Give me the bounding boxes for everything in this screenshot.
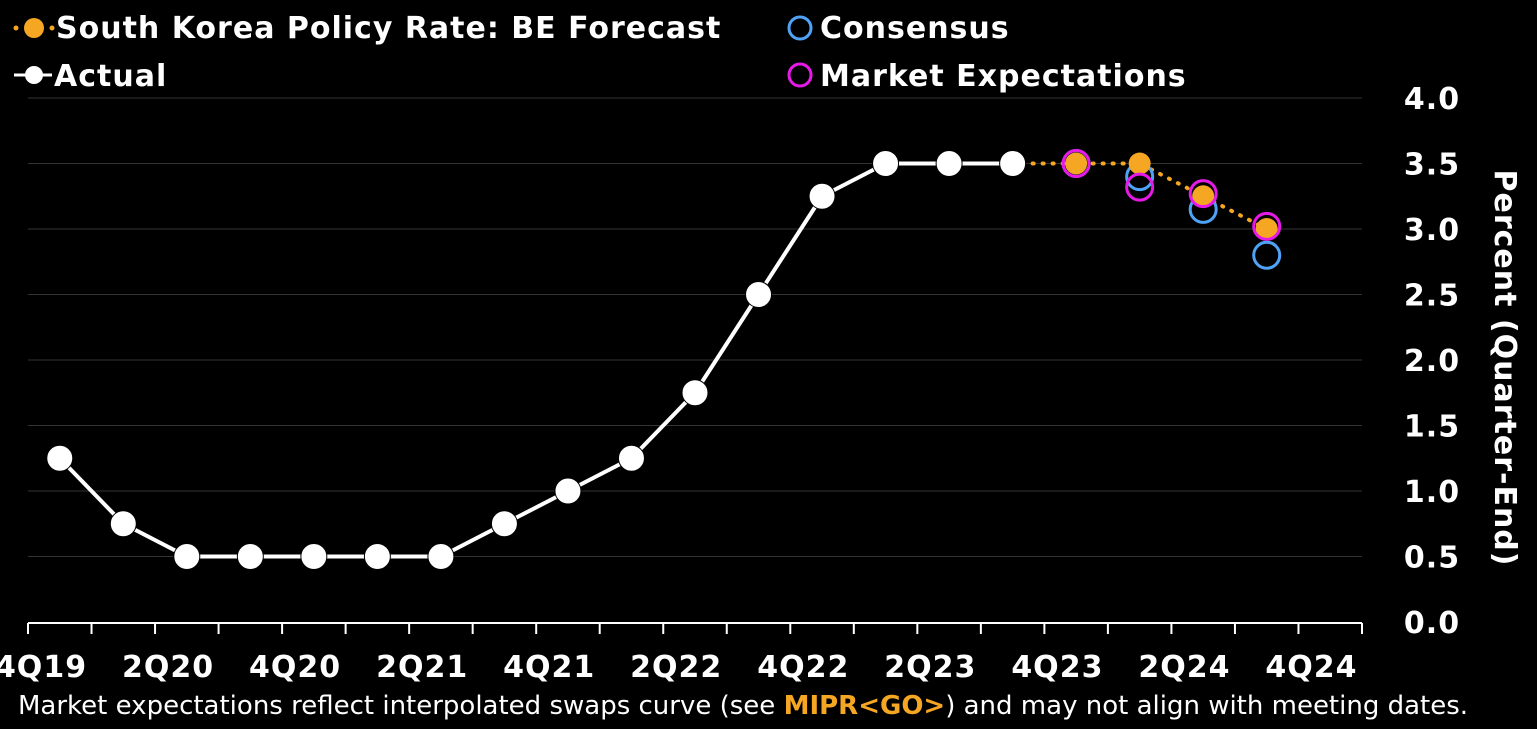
be-forecast-point <box>1128 152 1151 175</box>
footnote-command-link[interactable]: MIPR<GO> <box>783 691 946 721</box>
x-tick-label: 2Q22 <box>630 650 722 685</box>
y-tick-label: 0.0 <box>1404 606 1460 641</box>
x-tick-label: 2Q24 <box>1138 650 1230 685</box>
actual-point <box>300 543 328 570</box>
actual-point <box>236 543 264 570</box>
y-tick-label: 2.0 <box>1404 344 1460 379</box>
x-tick-label: 2Q21 <box>376 650 468 685</box>
x-tick-label: 4Q23 <box>1011 650 1103 685</box>
legend-consensus-marker <box>787 15 813 41</box>
y-axis-title: Percent (Quarter-End) <box>1487 170 1522 567</box>
market-expectation-point <box>1125 172 1155 202</box>
actual-point <box>554 477 582 505</box>
be-forecast-series-line <box>1010 161 1269 231</box>
legend-market-marker <box>787 62 813 88</box>
y-tick-label: 1.5 <box>1404 410 1460 445</box>
footnote-text-before: Market expectations reflect interpolated… <box>18 691 784 721</box>
market-expectation-point <box>1252 211 1282 241</box>
x-tick-label: 4Q19 <box>0 650 87 685</box>
y-tick-label: 1.0 <box>1404 475 1460 510</box>
chart: 4Q19 2Q20 4Q20 2Q21 4Q21 2Q22 4Q22 2Q23 4Q23 2Q24… <box>0 11 1522 685</box>
x-tick-label: 4Q22 <box>757 650 849 685</box>
x-tick-label: 4Q21 <box>503 650 595 685</box>
legend-market-label: Market Expectations <box>820 59 1187 94</box>
series <box>46 149 1282 570</box>
legend-be-marker <box>24 18 44 38</box>
legend: South Korea Policy Rate: BE Forecast Cons… <box>13 11 1187 94</box>
be-forecast-point <box>1065 152 1088 175</box>
x-tick-label: 4Q24 <box>1265 650 1357 685</box>
actual-point <box>173 543 201 570</box>
y-tick-label: 2.5 <box>1404 279 1460 314</box>
actual-point <box>363 543 391 570</box>
x-tick-label: 4Q20 <box>249 650 341 685</box>
actual-point <box>681 379 709 407</box>
y-tick-label: 4.0 <box>1404 82 1460 117</box>
actual-point <box>427 543 455 570</box>
actual-point <box>935 150 963 177</box>
footnote-text-after: ) and may not align with meeting dates. <box>945 691 1469 721</box>
actual-point <box>808 182 836 210</box>
y-tick-label: 3.0 <box>1404 213 1460 248</box>
legend-actual-label: Actual <box>54 59 167 94</box>
x-tick-label: 2Q20 <box>122 650 214 685</box>
market-expectation-point <box>1061 149 1091 178</box>
actual-point <box>109 510 137 538</box>
legend-consensus-label: Consensus <box>820 11 1010 46</box>
actual-point <box>999 150 1027 177</box>
consensus-point <box>1252 240 1282 270</box>
footnote: Market expectations reflect interpolated… <box>18 691 1468 721</box>
actual-point <box>617 444 645 472</box>
y-tick-label: 3.5 <box>1404 148 1460 183</box>
be-forecast-point <box>1255 218 1278 240</box>
legend-be-dot-left <box>13 25 19 31</box>
actual-series-line <box>58 161 1013 559</box>
legend-be-label: South Korea Policy Rate: BE Forecast <box>56 11 721 46</box>
x-axis: 4Q19 2Q20 4Q20 2Q21 4Q21 2Q22 4Q22 2Q23 4Q23 2Q24… <box>0 622 1363 685</box>
y-axis: 0.0 0.5 1.0 1.5 2.0 2.5 3.0 3.5 4.0 <box>1404 82 1460 641</box>
be-forecast-point <box>1192 185 1215 208</box>
legend-be-dot-right <box>49 25 55 31</box>
x-tick-label: 2Q23 <box>884 650 976 685</box>
y-tick-label: 0.5 <box>1404 541 1460 576</box>
y-axis-label: Percent (Quarter-End) <box>1487 170 1522 567</box>
actual-point <box>46 444 74 472</box>
actual-point <box>745 281 773 308</box>
actual-point <box>872 150 900 177</box>
actual-point <box>490 510 518 538</box>
gridlines <box>28 97 1362 557</box>
market-expectation-point <box>1188 179 1218 209</box>
legend-actual-marker <box>25 66 43 84</box>
